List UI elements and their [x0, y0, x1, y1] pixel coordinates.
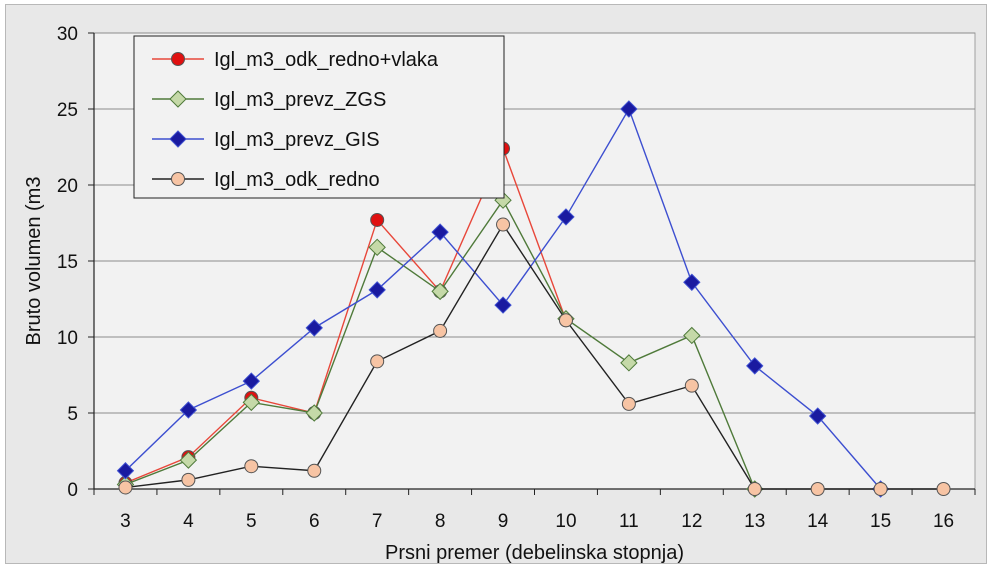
x-tick-label: 7	[372, 511, 383, 532]
x-tick-label: 4	[183, 511, 194, 532]
y-tick-label: 15	[57, 252, 78, 273]
y-tick-label: 25	[57, 100, 78, 121]
x-tick-label: 8	[435, 511, 446, 532]
x-tick-label: 10	[555, 511, 576, 532]
y-tick-label: 5	[67, 404, 78, 425]
data-point	[245, 460, 258, 473]
y-tick-label: 0	[67, 480, 78, 501]
x-tick-label: 6	[309, 511, 320, 532]
x-tick-label: 11	[619, 511, 639, 532]
x-tick-label: 16	[933, 511, 954, 532]
x-tick-label: 13	[744, 511, 765, 532]
data-point	[371, 355, 384, 368]
y-tick-label: 10	[57, 328, 78, 349]
x-tick-labels: 3 4 5 6 7 8 9 10 11 12 13 14 15 16	[120, 511, 954, 532]
data-point	[172, 173, 185, 186]
data-point	[685, 379, 698, 392]
legend-label: Igl_m3_odk_redno	[214, 169, 380, 191]
data-point	[559, 314, 572, 327]
x-tick-label: 15	[870, 511, 891, 532]
data-point	[811, 483, 824, 496]
data-point	[371, 213, 384, 226]
x-tick-label: 12	[681, 511, 702, 532]
data-point	[748, 483, 761, 496]
data-point	[182, 473, 195, 486]
data-point	[937, 483, 950, 496]
data-point	[119, 481, 132, 494]
data-point	[497, 218, 510, 231]
x-tick-label: 3	[120, 511, 131, 532]
y-tick-label: 20	[57, 176, 78, 197]
x-tick-label: 9	[498, 511, 509, 532]
y-axis-title: Bruto volumen (m3	[23, 177, 45, 346]
legend: Igl_m3_odk_redno+vlaka Igl_m3_prevz_ZGS Ig…	[134, 36, 504, 198]
legend-label: Igl_m3_prevz_GIS	[214, 129, 380, 151]
data-point	[874, 483, 887, 496]
y-tick-labels: 0 5 10 15 20 25 30	[57, 24, 78, 501]
x-tick-label: 14	[807, 511, 829, 532]
legend-label: Igl_m3_prevz_ZGS	[214, 89, 386, 111]
y-tick-label: 30	[57, 24, 78, 45]
x-tick-label: 5	[246, 511, 257, 532]
x-axis-title: Prsni premer (debelinska stopnja)	[385, 542, 684, 564]
data-point	[308, 464, 321, 477]
data-point	[434, 324, 447, 337]
legend-label: Igl_m3_odk_redno+vlaka	[214, 49, 439, 71]
data-point	[622, 397, 635, 410]
data-point	[172, 53, 185, 66]
